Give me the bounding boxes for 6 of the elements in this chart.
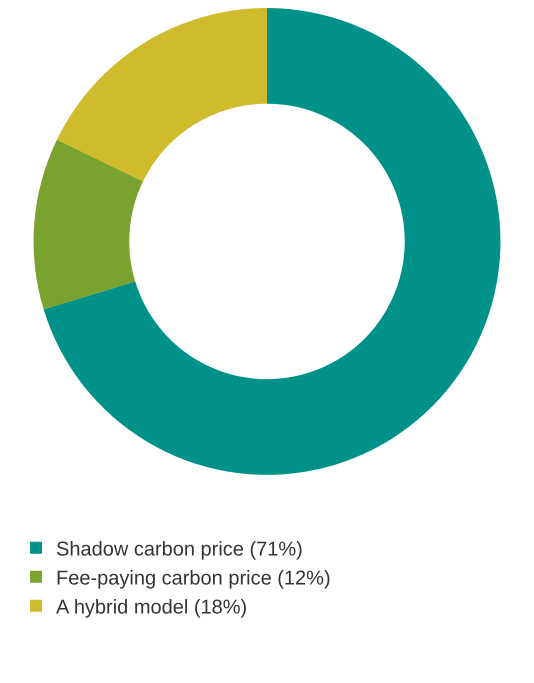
donut-slice [44, 8, 500, 475]
donut-slice [34, 140, 144, 310]
donut-slice [56, 8, 267, 182]
legend-label: Shadow carbon price (71%) [56, 538, 303, 561]
legend-label: Fee-paying carbon price (12%) [56, 568, 331, 590]
legend-label: A hybrid model (18%) [56, 596, 248, 619]
